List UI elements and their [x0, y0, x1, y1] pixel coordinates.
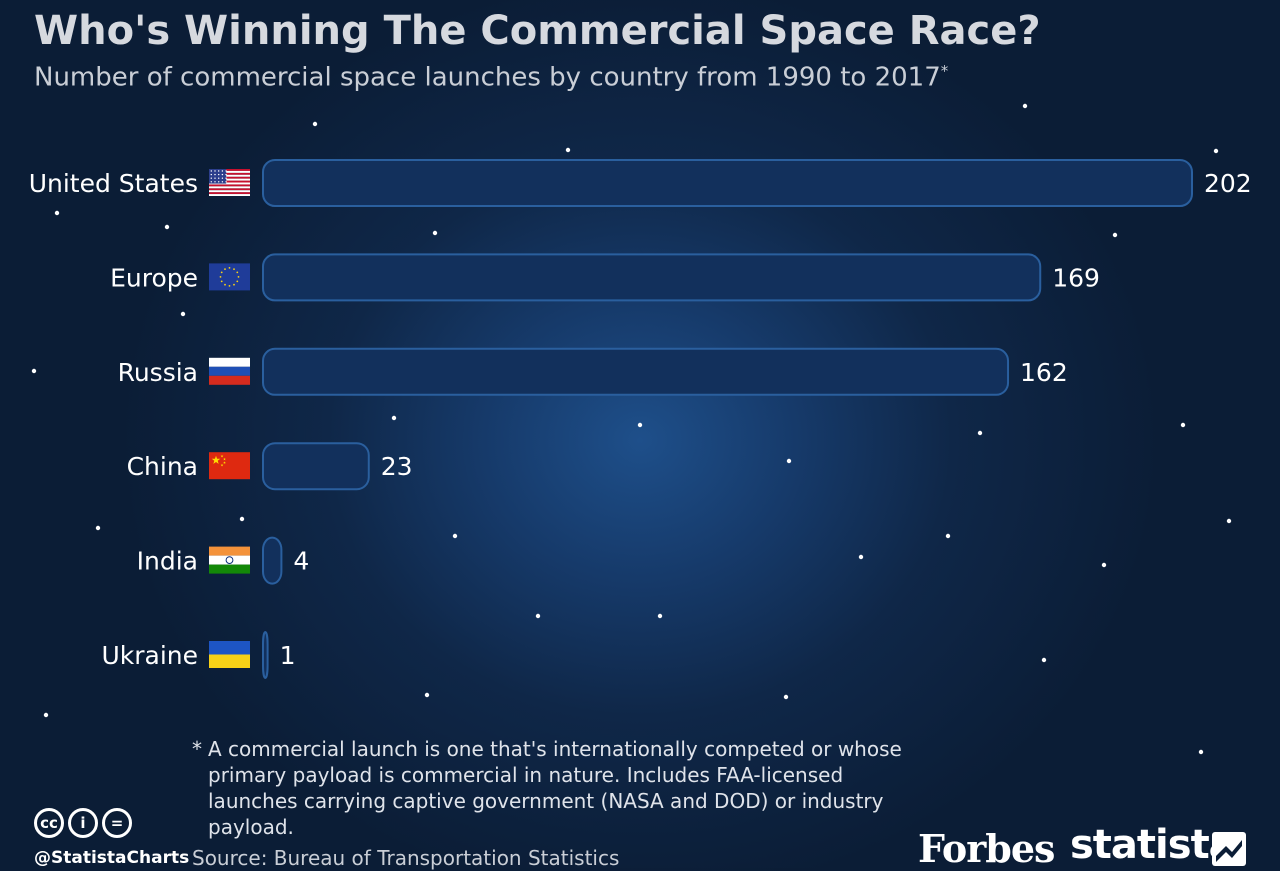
value-label: 202 — [1204, 169, 1252, 198]
us-flag-icon — [209, 169, 250, 196]
star-dot — [312, 121, 318, 127]
star-dot — [164, 224, 170, 230]
footnote-text: A commercial launch is one that's intern… — [208, 737, 902, 839]
star-dot — [43, 712, 49, 718]
star-dot — [977, 430, 983, 436]
star-dot — [452, 533, 458, 539]
bar-row: Russia 162 — [118, 347, 1068, 396]
star-dot — [1022, 103, 1028, 109]
star-dot — [945, 533, 951, 539]
statista-logo-mark-icon — [1212, 832, 1246, 866]
creative-commons-icon: cc — [34, 808, 64, 838]
bar — [262, 631, 269, 679]
bar-row: India 4 — [137, 536, 309, 585]
source-text: Source: Bureau of Transportation Statist… — [192, 846, 620, 870]
star-dot — [565, 147, 571, 153]
chart-title: Who's Winning The Commercial Space Race? — [34, 8, 1041, 54]
star-dot — [535, 613, 541, 619]
india-flag-icon — [209, 546, 250, 574]
star-dot — [858, 554, 864, 560]
no-derivatives-icon: = — [102, 808, 132, 838]
bar-row: United States 202 — [29, 159, 1252, 207]
china-flag-icon — [209, 452, 250, 480]
attribution-icon: i — [68, 808, 98, 838]
star-dot — [1041, 657, 1047, 663]
star-dot — [391, 415, 397, 421]
category-label: India — [137, 547, 198, 576]
statista-handle: @StatistaCharts — [34, 848, 190, 868]
bar — [262, 159, 1193, 207]
category-label: Russia — [118, 358, 198, 387]
bar-row: Europe 169 — [110, 253, 1100, 302]
footnote: * A commercial launch is one that's inte… — [192, 736, 912, 840]
category-label: United States — [29, 169, 198, 198]
star-dot — [432, 230, 438, 236]
eu-flag-icon — [209, 263, 250, 291]
star-dot — [31, 368, 37, 374]
star-dot — [239, 516, 245, 522]
category-label: Europe — [110, 263, 198, 292]
star-dot — [1226, 518, 1232, 524]
statista-logo: statista — [1070, 822, 1236, 868]
value-label: 1 — [280, 641, 296, 670]
star-dot — [657, 613, 663, 619]
category-label: Ukraine — [101, 641, 198, 670]
star-dot — [424, 692, 430, 698]
category-label: China — [127, 452, 198, 481]
subtitle-text: Number of commercial space launches by c… — [34, 62, 941, 93]
star-dot — [1213, 148, 1219, 154]
star-dot — [783, 694, 789, 700]
value-label: 4 — [293, 547, 309, 576]
ukraine-flag-icon — [209, 641, 250, 668]
star-dot — [95, 525, 101, 531]
star-dot — [1101, 562, 1107, 568]
bar — [262, 442, 370, 491]
bar — [262, 536, 283, 585]
star-dot — [786, 458, 792, 464]
star-dot — [180, 311, 186, 317]
subtitle-asterisk: * — [940, 62, 949, 80]
bar-row: Ukraine 1 — [101, 631, 296, 679]
star-dot — [1198, 749, 1204, 755]
license-icons: cc i = — [34, 808, 132, 838]
star-dot — [637, 422, 643, 428]
bar — [262, 347, 1010, 396]
bar — [262, 253, 1042, 302]
value-label: 23 — [381, 452, 413, 481]
star-dot — [1112, 232, 1118, 238]
footnote-marker: * — [192, 737, 202, 761]
star-dot — [54, 210, 60, 216]
star-dot — [1180, 422, 1186, 428]
forbes-logo: Forbes — [918, 826, 1055, 871]
chart-subtitle: Number of commercial space launches by c… — [34, 62, 948, 93]
bar-row: China 23 — [127, 442, 413, 491]
russia-flag-icon — [209, 357, 250, 385]
value-label: 162 — [1020, 358, 1068, 387]
value-label: 169 — [1052, 263, 1100, 292]
